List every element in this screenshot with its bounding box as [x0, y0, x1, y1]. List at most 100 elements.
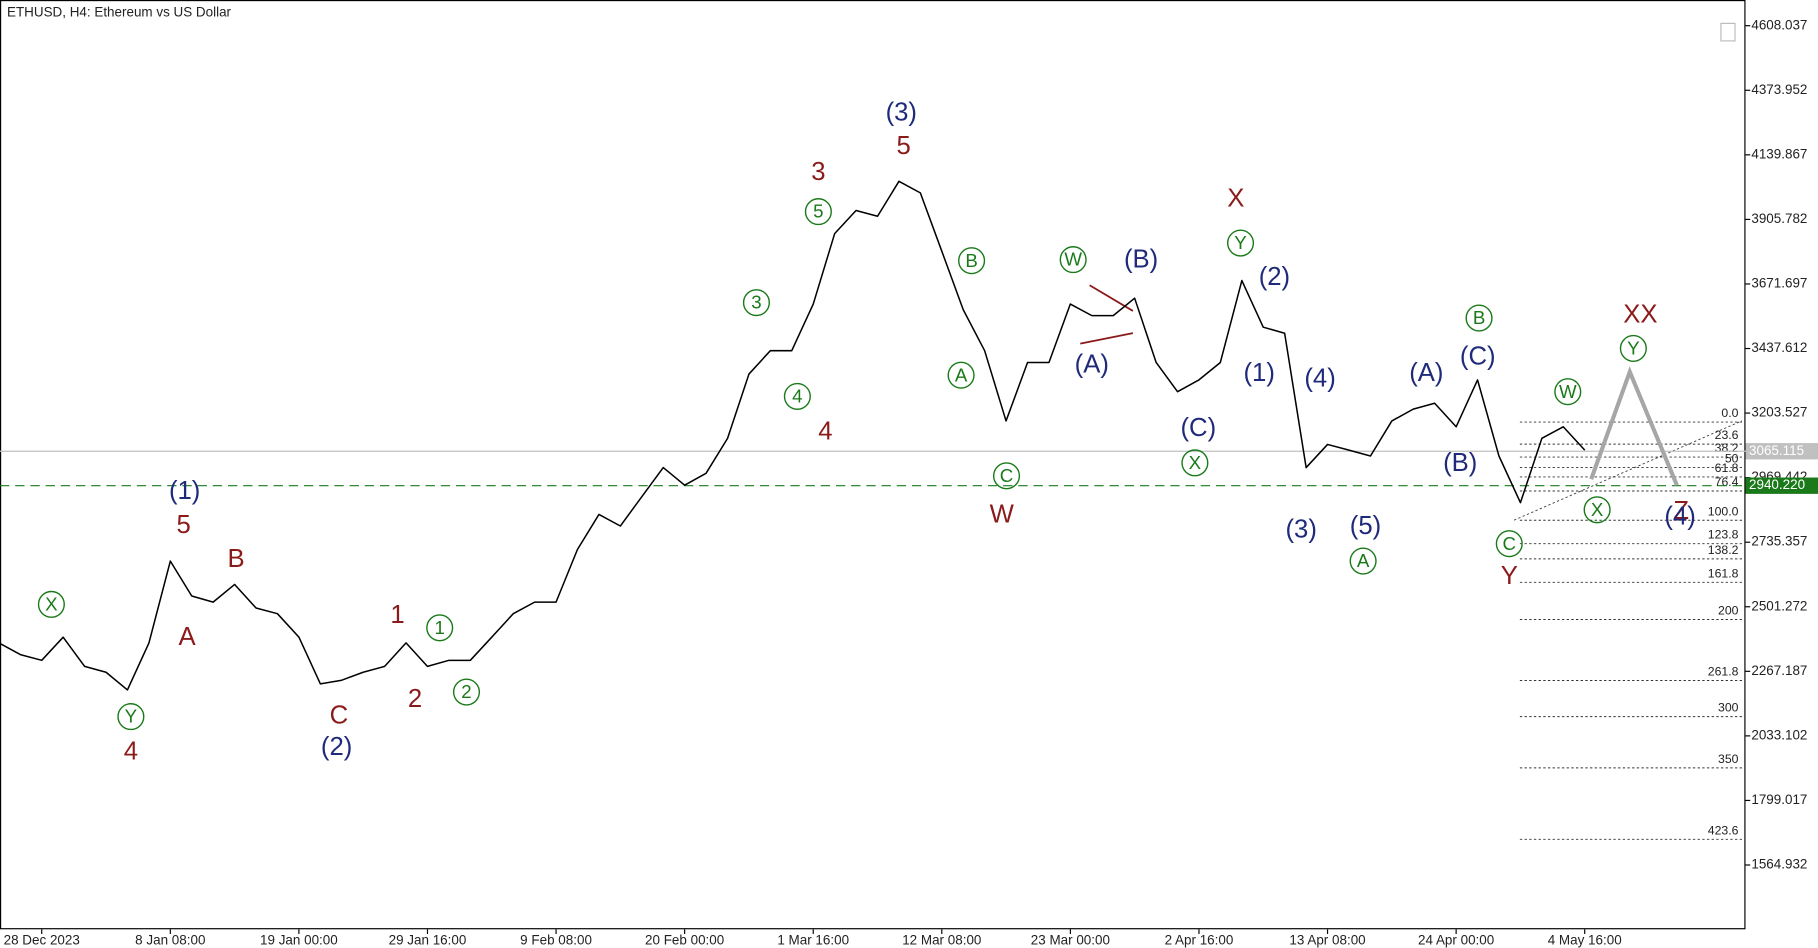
wave-label: (C) — [1180, 414, 1216, 442]
x-tick-label: 23 Mar 00:00 — [1031, 933, 1110, 948]
x-tick-label: 2 Apr 16:00 — [1165, 933, 1234, 948]
wave-label: X — [1227, 185, 1244, 213]
y-tick-label: 3203.527 — [1751, 405, 1807, 420]
x-tick-label: 4 May 16:00 — [1548, 933, 1622, 948]
label-circle — [117, 703, 145, 731]
fib-label: 138.2 — [1708, 543, 1739, 557]
label-circle — [1583, 496, 1611, 524]
wave-label: Y — [1501, 562, 1518, 590]
wave-label: (B) — [1443, 449, 1477, 477]
y-tick-label: 3671.697 — [1751, 276, 1807, 291]
wave-label: 2 — [461, 681, 471, 702]
wave-label: Y — [1627, 338, 1640, 359]
price-box — [1745, 477, 1818, 494]
triangle-line — [1089, 284, 1134, 312]
wave-label: W — [990, 500, 1015, 528]
wave-label: A — [955, 364, 968, 385]
fib-label: 50 — [1725, 452, 1739, 466]
label-circle — [742, 289, 770, 317]
x-tick-label: 29 Jan 16:00 — [389, 933, 467, 948]
wave-label: 3 — [811, 158, 825, 186]
fib-label: 23.6 — [1715, 428, 1739, 442]
wave-label: (3) — [886, 98, 917, 126]
projection — [1589, 366, 1679, 487]
fib-label: 100.0 — [1708, 504, 1739, 518]
label-circle — [1181, 449, 1209, 477]
wave-label: (3) — [1285, 516, 1316, 544]
wave-label: B — [965, 250, 977, 271]
label-circle — [37, 590, 65, 618]
wave-label: (4) — [1664, 503, 1695, 531]
wave-label: X — [1591, 499, 1604, 520]
price-box-label: 3065.115 — [1749, 443, 1804, 458]
label-circle — [1554, 378, 1582, 406]
y-tick-label: 2735.357 — [1751, 534, 1807, 549]
label-circle — [1226, 229, 1255, 257]
label-circle — [1495, 530, 1523, 558]
wave-label: Y — [125, 706, 138, 727]
x-tick-label: 12 Mar 08:00 — [902, 933, 981, 948]
wave-label: X — [45, 593, 58, 614]
wave-label: (5) — [1350, 512, 1381, 540]
channel-line — [1513, 420, 1743, 521]
wave-label: Z — [1673, 497, 1689, 525]
wave-label: (2) — [321, 733, 352, 761]
fib-label: 123.8 — [1708, 528, 1739, 542]
fib-label: 0.0 — [1721, 406, 1738, 420]
x-tick-label: 1 Mar 16:00 — [777, 933, 849, 948]
wave-label: A — [1357, 550, 1370, 571]
fib-label: 161.8 — [1708, 566, 1739, 580]
label-circle — [1465, 304, 1493, 332]
fib-label: 300 — [1718, 701, 1739, 715]
label-circle — [947, 361, 975, 389]
y-tick-label: 1799.017 — [1751, 792, 1807, 807]
fib-label: 200 — [1718, 604, 1739, 618]
wave-label: 5 — [176, 511, 190, 539]
x-tick-label: 8 Jan 08:00 — [135, 933, 205, 948]
y-tick-label: 4608.037 — [1751, 17, 1807, 32]
wave-label: (A) — [1409, 359, 1443, 387]
fib-label: 423.6 — [1708, 823, 1739, 837]
y-tick-label: 4373.952 — [1751, 82, 1807, 97]
y-tick-label: 2033.102 — [1751, 727, 1807, 742]
x-tick-label: 13 Apr 08:00 — [1289, 933, 1365, 948]
wave-label: 2 — [408, 685, 422, 713]
y-tick-label: 3437.612 — [1751, 340, 1807, 355]
label-circle — [1059, 246, 1087, 274]
label-circle — [804, 198, 832, 226]
label-circle — [783, 382, 811, 410]
wave-label: (1) — [169, 477, 200, 505]
chart-title: ETHUSD, H4: Ethereum vs US Dollar — [7, 4, 232, 19]
y-tick-label: 3905.782 — [1751, 211, 1807, 226]
x-tick-label: 20 Feb 00:00 — [645, 933, 724, 948]
wave-label: 1 — [390, 601, 404, 629]
label-circle — [1349, 547, 1377, 575]
y-tick-label: 2501.272 — [1751, 598, 1807, 613]
price-line-series — [0, 180, 1586, 691]
wave-label: (4) — [1304, 365, 1335, 393]
price-box — [1745, 443, 1818, 460]
wave-label: 5 — [897, 132, 911, 160]
wave-label: A — [178, 623, 196, 651]
wave-label: XX — [1623, 300, 1657, 328]
wave-label: 4 — [124, 738, 138, 766]
triangle-line — [1080, 332, 1134, 345]
wave-label: C — [1503, 533, 1517, 554]
chart-layer: 4608.037 4373.952 4139.867 3905.782 3671.697… — [0, 17, 1818, 948]
wave-label: X — [1189, 452, 1202, 473]
label-circle — [1619, 334, 1647, 362]
wave-label: (B) — [1124, 246, 1158, 274]
tool-icon[interactable] — [1720, 22, 1736, 42]
fib-label: 350 — [1718, 752, 1739, 766]
fib-label: 261.8 — [1708, 665, 1739, 679]
y-tick-label: 2267.187 — [1751, 663, 1807, 678]
label-circle — [452, 678, 481, 706]
y-tick-label: 1564.932 — [1751, 857, 1807, 872]
label-circle — [992, 462, 1021, 490]
wave-label: C — [1000, 465, 1014, 486]
wave-label: W — [1559, 381, 1577, 402]
wave-label: 5 — [813, 201, 823, 222]
